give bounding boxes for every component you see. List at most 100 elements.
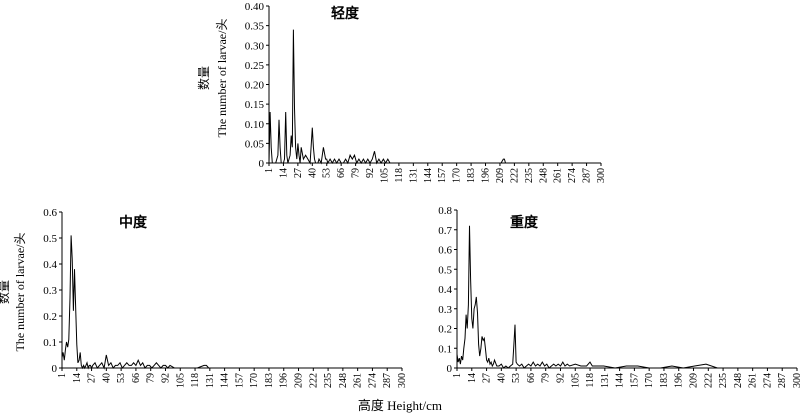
x-tick-label: 1 bbox=[264, 168, 275, 173]
x-tick-label: 170 bbox=[452, 168, 463, 183]
x-tick-label: 92 bbox=[160, 373, 171, 383]
x-tick-label: 248 bbox=[733, 373, 744, 388]
x-tick-label: 79 bbox=[351, 168, 362, 178]
x-tick-label: 79 bbox=[541, 373, 552, 383]
x-tick-label: 300 bbox=[596, 168, 607, 183]
x-tick-label: 274 bbox=[762, 373, 773, 388]
x-tick-label: 261 bbox=[748, 373, 759, 388]
x-tick-label: 261 bbox=[553, 168, 564, 183]
y-tick-label: 0.05 bbox=[245, 138, 265, 150]
x-tick-label: 157 bbox=[629, 373, 640, 388]
y-tick-label: 0.1 bbox=[43, 337, 57, 349]
y-axis-label-en: The number of larvae/头 bbox=[13, 233, 27, 352]
x-tick-label: 66 bbox=[131, 373, 142, 383]
y-tick-label: 0 bbox=[447, 363, 453, 375]
y-tick-label: 0.6 bbox=[438, 245, 452, 257]
x-tick-label: 53 bbox=[116, 373, 127, 383]
y-tick-label: 0.35 bbox=[245, 21, 265, 33]
panel-moderate: 00.10.20.30.40.50.61 14 27 40 53 66 79 92 105 118… bbox=[0, 207, 408, 388]
panel-severe: 00.10.20.30.40.50.60.70.81 14 27 40 53 66 79 92… bbox=[438, 205, 800, 388]
shared-x-axis-label: 高度 Height/cm bbox=[358, 398, 442, 413]
x-tick-label: 92 bbox=[365, 168, 376, 178]
x-tick-label: 66 bbox=[336, 168, 347, 178]
y-tick-label: 0.8 bbox=[438, 205, 452, 217]
x-tick-label: 131 bbox=[600, 373, 611, 388]
panel-title: 轻度 bbox=[331, 5, 360, 22]
x-tick-label: 131 bbox=[205, 373, 216, 388]
x-tick-label: 144 bbox=[220, 373, 231, 388]
y-tick-label: 0.40 bbox=[245, 1, 265, 13]
x-tick-label: 209 bbox=[294, 373, 305, 388]
x-tick-label: 144 bbox=[615, 373, 626, 388]
x-tick-label: 53 bbox=[511, 373, 522, 383]
y-axis-label-cn: 数量 bbox=[0, 280, 11, 304]
x-tick-label: 209 bbox=[495, 168, 506, 183]
x-tick-label: 183 bbox=[264, 373, 275, 388]
x-tick-label: 287 bbox=[777, 373, 788, 388]
y-tick-label: 0.4 bbox=[43, 259, 57, 271]
x-tick-label: 14 bbox=[72, 373, 83, 383]
x-tick-label: 248 bbox=[538, 168, 549, 183]
series-line bbox=[268, 29, 601, 165]
x-tick-label: 170 bbox=[249, 373, 260, 388]
x-tick-label: 66 bbox=[526, 373, 537, 383]
panel-title: 重度 bbox=[510, 214, 539, 231]
y-tick-label: 0.2 bbox=[438, 324, 452, 336]
y-tick-label: 0.4 bbox=[438, 284, 452, 296]
x-tick-label: 287 bbox=[582, 168, 593, 183]
x-tick-label: 1 bbox=[57, 373, 68, 378]
series-line bbox=[61, 235, 402, 370]
x-tick-label: 27 bbox=[293, 168, 304, 178]
x-tick-label: 196 bbox=[481, 168, 492, 183]
x-tick-label: 27 bbox=[87, 373, 98, 383]
y-axis-label-cn: 数量 bbox=[196, 66, 211, 90]
y-tick-label: 0.15 bbox=[245, 99, 265, 111]
x-tick-label: 235 bbox=[718, 373, 729, 388]
y-tick-label: 0.30 bbox=[245, 40, 265, 52]
x-tick-label: 157 bbox=[234, 373, 245, 388]
x-tick-label: 274 bbox=[567, 168, 578, 183]
y-tick-label: 0.25 bbox=[245, 60, 265, 72]
x-tick-label: 40 bbox=[496, 373, 507, 383]
x-tick-label: 92 bbox=[555, 373, 566, 383]
y-tick-label: 0.20 bbox=[245, 80, 265, 92]
y-tick-label: 0 bbox=[52, 363, 58, 375]
y-tick-label: 0.7 bbox=[438, 225, 452, 237]
x-tick-label: 105 bbox=[570, 373, 581, 388]
x-tick-label: 222 bbox=[509, 168, 520, 183]
x-tick-label: 222 bbox=[308, 373, 319, 388]
y-tick-label: 0.5 bbox=[43, 233, 57, 245]
x-tick-label: 183 bbox=[659, 373, 670, 388]
x-tick-label: 105 bbox=[379, 168, 390, 183]
x-tick-label: 53 bbox=[322, 168, 333, 178]
x-tick-label: 300 bbox=[397, 373, 408, 388]
x-tick-label: 170 bbox=[644, 373, 655, 388]
x-tick-label: 14 bbox=[467, 373, 478, 383]
series-line bbox=[456, 225, 797, 369]
x-tick-label: 118 bbox=[190, 373, 201, 388]
panel-title: 中度 bbox=[119, 214, 148, 231]
x-tick-label: 261 bbox=[353, 373, 364, 388]
x-tick-label: 287 bbox=[382, 373, 393, 388]
y-tick-label: 0.10 bbox=[245, 119, 265, 131]
x-tick-label: 235 bbox=[524, 168, 535, 183]
x-tick-label: 183 bbox=[466, 168, 477, 183]
x-tick-label: 14 bbox=[278, 168, 289, 178]
x-tick-label: 40 bbox=[101, 373, 112, 383]
x-tick-label: 235 bbox=[323, 373, 334, 388]
x-tick-label: 118 bbox=[585, 373, 596, 388]
x-tick-label: 274 bbox=[367, 373, 378, 388]
x-tick-label: 144 bbox=[423, 168, 434, 183]
y-tick-label: 0.2 bbox=[43, 311, 57, 323]
x-tick-label: 157 bbox=[437, 168, 448, 183]
x-tick-label: 118 bbox=[394, 168, 405, 183]
y-tick-label: 0.6 bbox=[43, 207, 57, 219]
y-tick-label: 0.5 bbox=[438, 264, 452, 276]
x-tick-label: 196 bbox=[674, 373, 685, 388]
panel-light: 0 0.05 0.10 0.15 0.20 0.25 0.30 0.35 0.40 1 14 27 40… bbox=[196, 1, 607, 183]
y-axis-label-en: The number of larvae/头 bbox=[215, 19, 229, 138]
x-tick-label: 300 bbox=[792, 373, 800, 388]
x-tick-label: 209 bbox=[689, 373, 700, 388]
x-tick-label: 105 bbox=[175, 373, 186, 388]
